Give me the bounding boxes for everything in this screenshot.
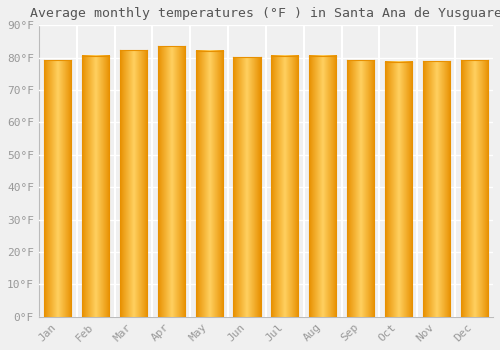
Title: Average monthly temperatures (°F ) in Santa Ana de Yusguare: Average monthly temperatures (°F ) in Sa… [30, 7, 500, 20]
